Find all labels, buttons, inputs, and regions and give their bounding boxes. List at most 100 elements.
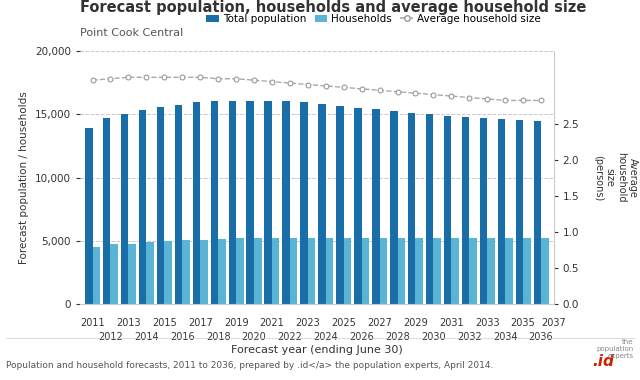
Bar — [308, 238, 316, 304]
Average household size — [340, 85, 348, 90]
Average household size — [161, 75, 168, 79]
Text: 2011: 2011 — [80, 318, 105, 328]
Bar — [505, 238, 513, 304]
Text: 2014: 2014 — [134, 332, 159, 342]
Bar — [211, 101, 218, 304]
Text: 2037: 2037 — [541, 318, 566, 328]
Bar — [480, 118, 487, 304]
Bar — [93, 247, 100, 304]
Average household size — [304, 82, 312, 87]
Bar — [336, 106, 344, 304]
Average household size — [519, 98, 527, 103]
Bar — [157, 107, 164, 304]
Text: the
population
experts: the population experts — [596, 339, 634, 359]
Text: Forecast population, households and average household size: Forecast population, households and aver… — [80, 0, 586, 16]
Text: 2015: 2015 — [152, 318, 177, 328]
Bar — [200, 239, 208, 304]
Bar — [326, 238, 333, 304]
Bar — [408, 113, 415, 304]
Bar — [318, 104, 326, 304]
Bar — [534, 121, 541, 304]
Text: 2029: 2029 — [403, 318, 428, 328]
Bar — [516, 120, 523, 304]
Text: 2020: 2020 — [242, 332, 266, 342]
Y-axis label: Forecast population / households: Forecast population / households — [19, 91, 29, 264]
Text: 2021: 2021 — [260, 318, 284, 328]
Bar — [523, 238, 531, 304]
Bar — [139, 110, 147, 304]
Bar — [236, 238, 244, 304]
Average household size — [214, 76, 222, 81]
Bar — [362, 238, 369, 304]
Bar — [254, 238, 262, 304]
Text: 2019: 2019 — [224, 318, 248, 328]
Text: 2030: 2030 — [421, 332, 445, 342]
Average household size — [376, 88, 383, 93]
Text: .id: .id — [593, 354, 614, 369]
Average household size — [125, 75, 132, 79]
Bar — [461, 117, 469, 304]
Bar — [175, 105, 182, 304]
Text: 2016: 2016 — [170, 332, 195, 342]
Bar — [469, 238, 477, 304]
Bar — [103, 118, 111, 304]
Text: 2032: 2032 — [457, 332, 482, 342]
Text: 2025: 2025 — [332, 318, 356, 328]
Bar — [344, 238, 351, 304]
Bar — [121, 114, 129, 304]
Bar — [380, 238, 387, 304]
Text: 2034: 2034 — [493, 332, 518, 342]
Text: 2033: 2033 — [475, 318, 500, 328]
Average household size — [322, 84, 330, 88]
Bar — [426, 114, 433, 304]
Bar — [246, 101, 254, 304]
Bar — [390, 111, 397, 304]
Text: 2023: 2023 — [296, 318, 320, 328]
Average household size — [179, 75, 186, 79]
Text: Population and household forecasts, 2011 to 2036, prepared by .id</a> the popula: Population and household forecasts, 2011… — [6, 361, 494, 370]
Y-axis label: Average
household
size
(persons): Average household size (persons) — [593, 152, 638, 203]
Bar — [354, 108, 362, 304]
Average household size — [107, 76, 115, 81]
Text: 2035: 2035 — [511, 318, 536, 328]
Legend: Total population, Households, Average household size: Total population, Households, Average ho… — [202, 10, 545, 28]
Bar — [300, 103, 308, 304]
Bar — [193, 102, 200, 304]
Bar — [487, 238, 495, 304]
Bar — [498, 119, 505, 304]
Line: Average household size: Average household size — [90, 75, 543, 103]
Bar — [541, 238, 548, 304]
Average household size — [537, 98, 545, 103]
Bar — [264, 101, 272, 304]
Text: 2012: 2012 — [98, 332, 123, 342]
Bar — [372, 109, 380, 304]
Text: Point Cook Central: Point Cook Central — [80, 28, 183, 38]
Average household size — [412, 91, 419, 95]
Bar — [218, 239, 226, 304]
Average household size — [143, 75, 150, 79]
Average household size — [483, 97, 491, 101]
Bar — [228, 101, 236, 304]
Text: 2022: 2022 — [278, 332, 302, 342]
Average household size — [465, 95, 473, 100]
Average household size — [268, 79, 276, 84]
X-axis label: Forecast year (ending June 30): Forecast year (ending June 30) — [231, 345, 403, 355]
Text: 2036: 2036 — [529, 332, 554, 342]
Bar — [451, 238, 459, 304]
Bar — [290, 238, 298, 304]
Bar — [129, 244, 136, 304]
Text: 2017: 2017 — [188, 318, 212, 328]
Average household size — [196, 75, 204, 79]
Bar — [147, 242, 154, 304]
Text: 2028: 2028 — [385, 332, 410, 342]
Average household size — [358, 87, 365, 91]
Bar — [164, 241, 172, 304]
Text: 2031: 2031 — [439, 318, 463, 328]
Text: 2027: 2027 — [367, 318, 392, 328]
Text: 2024: 2024 — [314, 332, 338, 342]
Average household size — [447, 94, 455, 98]
Bar — [85, 128, 93, 304]
Average household size — [429, 92, 437, 97]
Text: 2018: 2018 — [206, 332, 230, 342]
Bar — [397, 238, 405, 304]
